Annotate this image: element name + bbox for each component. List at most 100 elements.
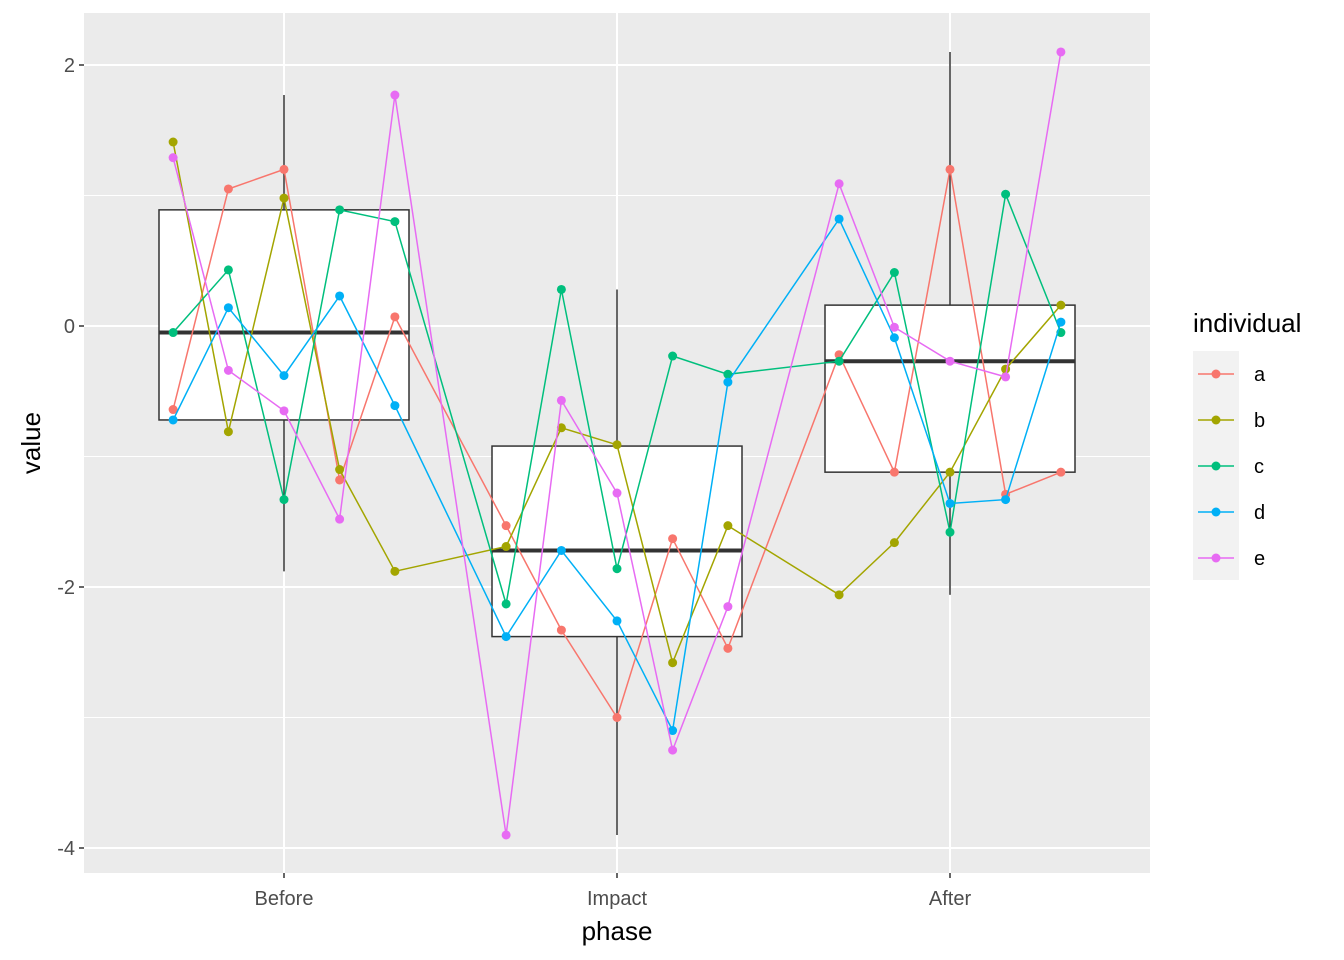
y-tick-label: 0 (64, 316, 75, 338)
data-point-a (335, 475, 345, 485)
data-point-e (501, 830, 511, 840)
data-point-e (168, 153, 178, 163)
data-point-d (723, 377, 733, 387)
data-point-d (889, 333, 899, 343)
data-point-c (168, 328, 178, 338)
series-c (168, 189, 1066, 609)
legend: individual a b c d e (1193, 308, 1301, 580)
data-point-e (1001, 372, 1011, 382)
y-tick-label: 2 (64, 55, 75, 77)
legend-item-a: a (1198, 364, 1266, 386)
y-axis: -4 -2 0 2 (57, 55, 84, 860)
data-point-e (279, 406, 289, 416)
series-b (168, 137, 1066, 668)
box-body (824, 304, 1076, 473)
data-point-e (612, 488, 622, 498)
data-point-a (945, 164, 955, 174)
data-point-b (834, 590, 844, 600)
data-point-e (556, 395, 566, 405)
box-body (158, 209, 410, 421)
data-point-c (556, 284, 566, 294)
data-point-e (889, 322, 899, 332)
data-point-b (279, 193, 289, 203)
data-point-c (1001, 189, 1011, 199)
data-point-a (889, 467, 899, 477)
legend-item-e: e (1198, 548, 1265, 570)
legend-key-point (1211, 415, 1221, 425)
data-point-b (668, 658, 678, 668)
data-point-c (223, 265, 233, 275)
boxes (158, 51, 1076, 835)
data-point-c (390, 217, 400, 227)
data-point-d (1001, 495, 1011, 505)
data-point-d (501, 632, 511, 642)
data-point-b (501, 542, 511, 552)
data-point-d (556, 545, 566, 555)
legend-key-point (1211, 553, 1221, 563)
x-axis-title: phase (582, 916, 653, 946)
y-axis-title: value (16, 412, 46, 474)
data-point-a (1056, 467, 1066, 477)
data-point-a (279, 164, 289, 174)
data-point-b (335, 465, 345, 475)
data-point-e (668, 745, 678, 755)
data-point-e (335, 514, 345, 524)
data-point-d (335, 291, 345, 301)
series-e (168, 47, 1066, 840)
data-point-d (223, 303, 233, 313)
legend-label: b (1254, 410, 1265, 432)
data-point-b (945, 467, 955, 477)
data-point-d (612, 616, 622, 626)
data-point-e (1056, 47, 1066, 57)
data-point-b (556, 423, 566, 433)
data-point-c (335, 205, 345, 215)
data-point-e (390, 90, 400, 100)
data-point-a (501, 521, 511, 531)
x-tick-label: Before (255, 888, 314, 910)
legend-key-point (1211, 369, 1221, 379)
data-point-c (834, 356, 844, 366)
legend-label: a (1254, 364, 1266, 386)
x-tick-label: After (929, 888, 972, 910)
data-point-a (612, 713, 622, 722)
data-point-d (168, 415, 178, 425)
data-point-a (168, 405, 178, 415)
data-point-a (668, 534, 678, 544)
data-point-d (279, 371, 289, 381)
data-point-b (390, 566, 400, 576)
series-lines (168, 47, 1066, 840)
data-point-d (668, 726, 678, 736)
legend-item-b: b (1198, 410, 1265, 432)
data-point-b (889, 538, 899, 548)
data-point-b (168, 137, 178, 147)
data-point-a (723, 643, 733, 653)
data-point-a (390, 312, 400, 322)
data-point-e (223, 365, 233, 375)
y-tick-label: -4 (57, 838, 75, 860)
data-point-c (279, 495, 289, 505)
data-point-b (723, 521, 733, 531)
data-point-c (612, 564, 622, 574)
data-point-c (501, 599, 511, 609)
legend-title: individual (1193, 308, 1301, 338)
data-point-d (834, 214, 844, 224)
x-axis: Before Impact After (255, 873, 972, 910)
data-point-c (889, 267, 899, 277)
legend-item-c: c (1198, 456, 1264, 478)
legend-item-d: d (1198, 502, 1265, 524)
data-point-d (1056, 317, 1066, 327)
data-point-b (612, 440, 622, 450)
data-point-c (945, 527, 955, 537)
y-tick-label: -2 (57, 577, 75, 599)
data-point-b (223, 427, 233, 437)
series-a (168, 164, 1066, 722)
data-point-a (556, 625, 566, 635)
data-point-a (223, 184, 233, 194)
data-point-d (945, 498, 955, 508)
data-point-c (668, 351, 678, 361)
data-point-c (723, 369, 733, 379)
data-point-e (834, 179, 844, 189)
data-point-d (390, 401, 400, 411)
data-point-e (945, 356, 955, 366)
